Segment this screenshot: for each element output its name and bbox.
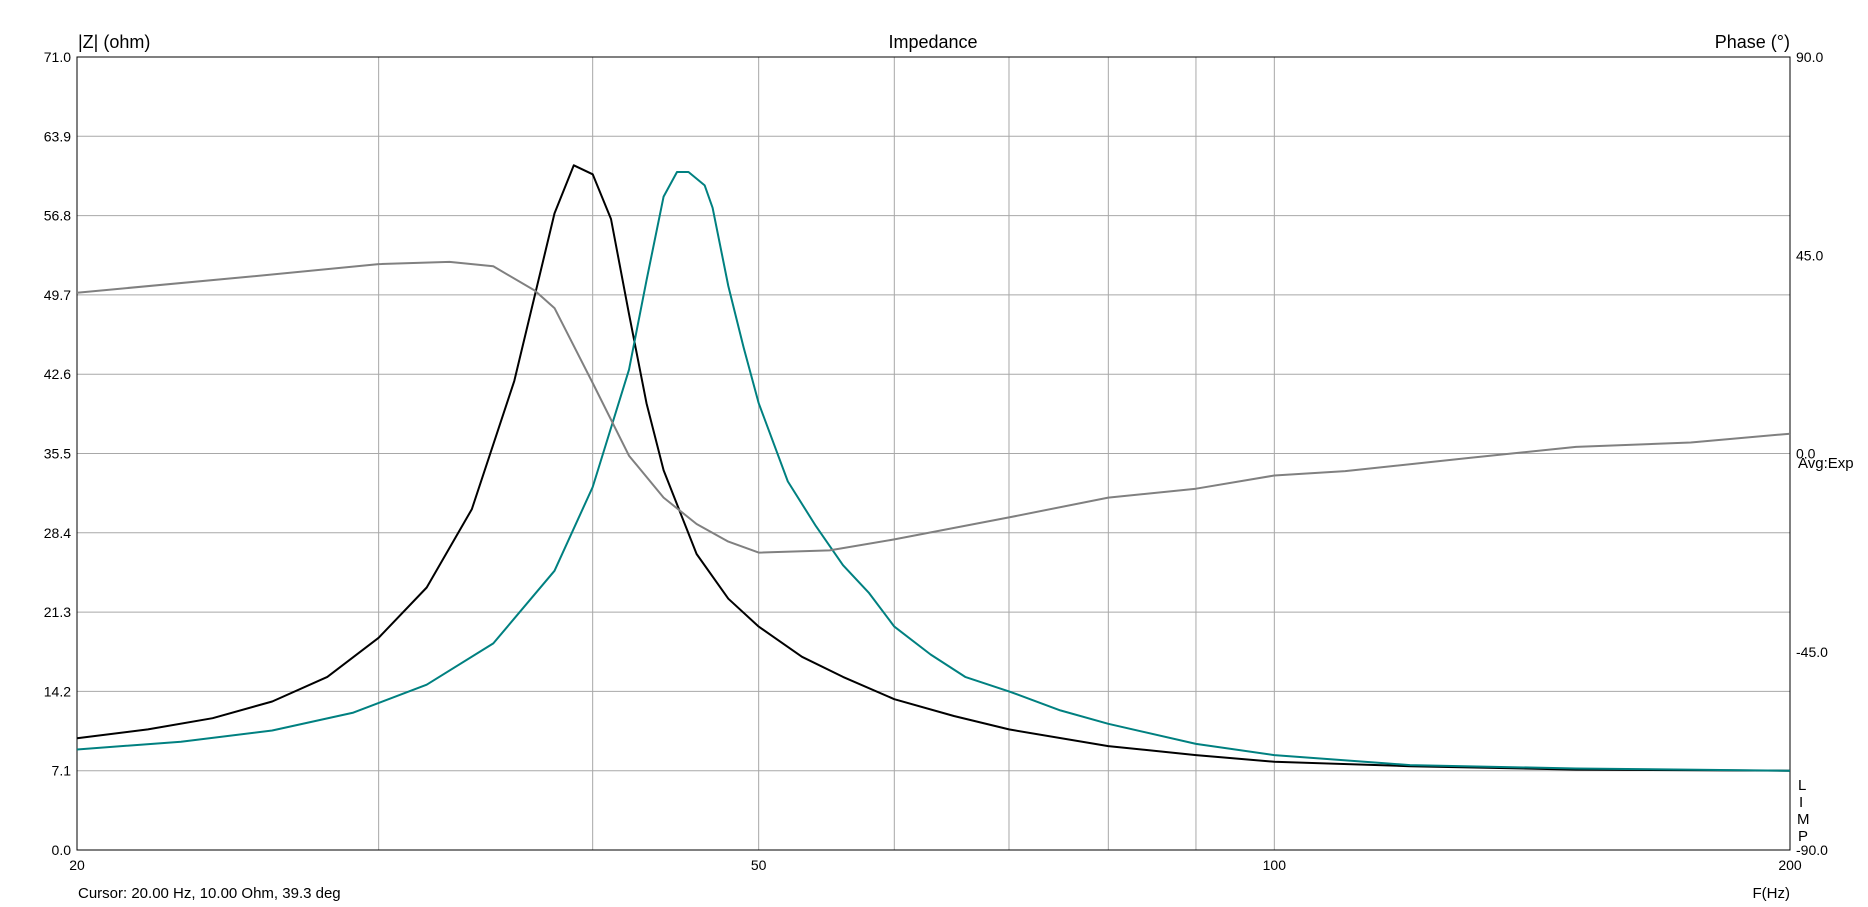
side-letter: M (1797, 811, 1810, 828)
series-line-1 (76, 164, 1791, 772)
y-axis-left-title: |Z| (ohm) (78, 32, 150, 52)
side-letter: I (1799, 794, 1803, 811)
avg-label: Avg:Exp (1798, 455, 1854, 472)
y-left-tick-label: 56.8 (44, 208, 71, 224)
y-left-tick-label: 71.0 (44, 49, 71, 65)
series-group (76, 164, 1791, 772)
y-left-tick-label: 21.3 (44, 604, 71, 620)
plot-frame (76, 56, 1791, 851)
side-letter: L (1798, 777, 1806, 794)
x-tick-label: 50 (751, 857, 767, 873)
series-line-3 (76, 260, 1791, 554)
y-left-tick-label: 14.2 (44, 683, 71, 699)
x-tick-label: 200 (1778, 857, 1802, 873)
cursor-readout[interactable]: Cursor: 20.00 Hz, 10.00 Ohm, 39.3 deg (78, 885, 341, 902)
chart-title: Impedance (888, 32, 977, 52)
x-tick-label: 20 (69, 857, 85, 873)
y-right-tick-label: -45.0 (1796, 644, 1828, 660)
y-left-tick-label: 35.5 (44, 446, 71, 462)
y-left-tick-label: 42.6 (44, 366, 71, 382)
y-right-tick-label: 45.0 (1796, 247, 1823, 263)
series-line-2 (76, 171, 1791, 772)
y-right-tick-label: -90.0 (1796, 842, 1828, 858)
y-right-tick-label: 90.0 (1796, 49, 1823, 65)
y-left-tick-label: 49.7 (44, 287, 71, 303)
y-left-tick-label: 63.9 (44, 128, 71, 144)
y-left-tick-label: 0.0 (52, 842, 72, 858)
y-right-tick-label: 0.0 (1796, 446, 1816, 462)
tick-labels: 0.0 7.1 14.2 21.3 28.4 35.5 42.6 49.7 56.8 63.9 71… (44, 49, 1828, 873)
x-axis-title: F(Hz) (1753, 885, 1791, 902)
y-axis-right-title: Phase (°) (1715, 32, 1790, 52)
y-left-tick-label: 28.4 (44, 525, 71, 541)
side-letter: P (1798, 828, 1808, 845)
x-tick-label: 100 (1263, 857, 1287, 873)
y-left-tick-label: 7.1 (52, 763, 72, 779)
